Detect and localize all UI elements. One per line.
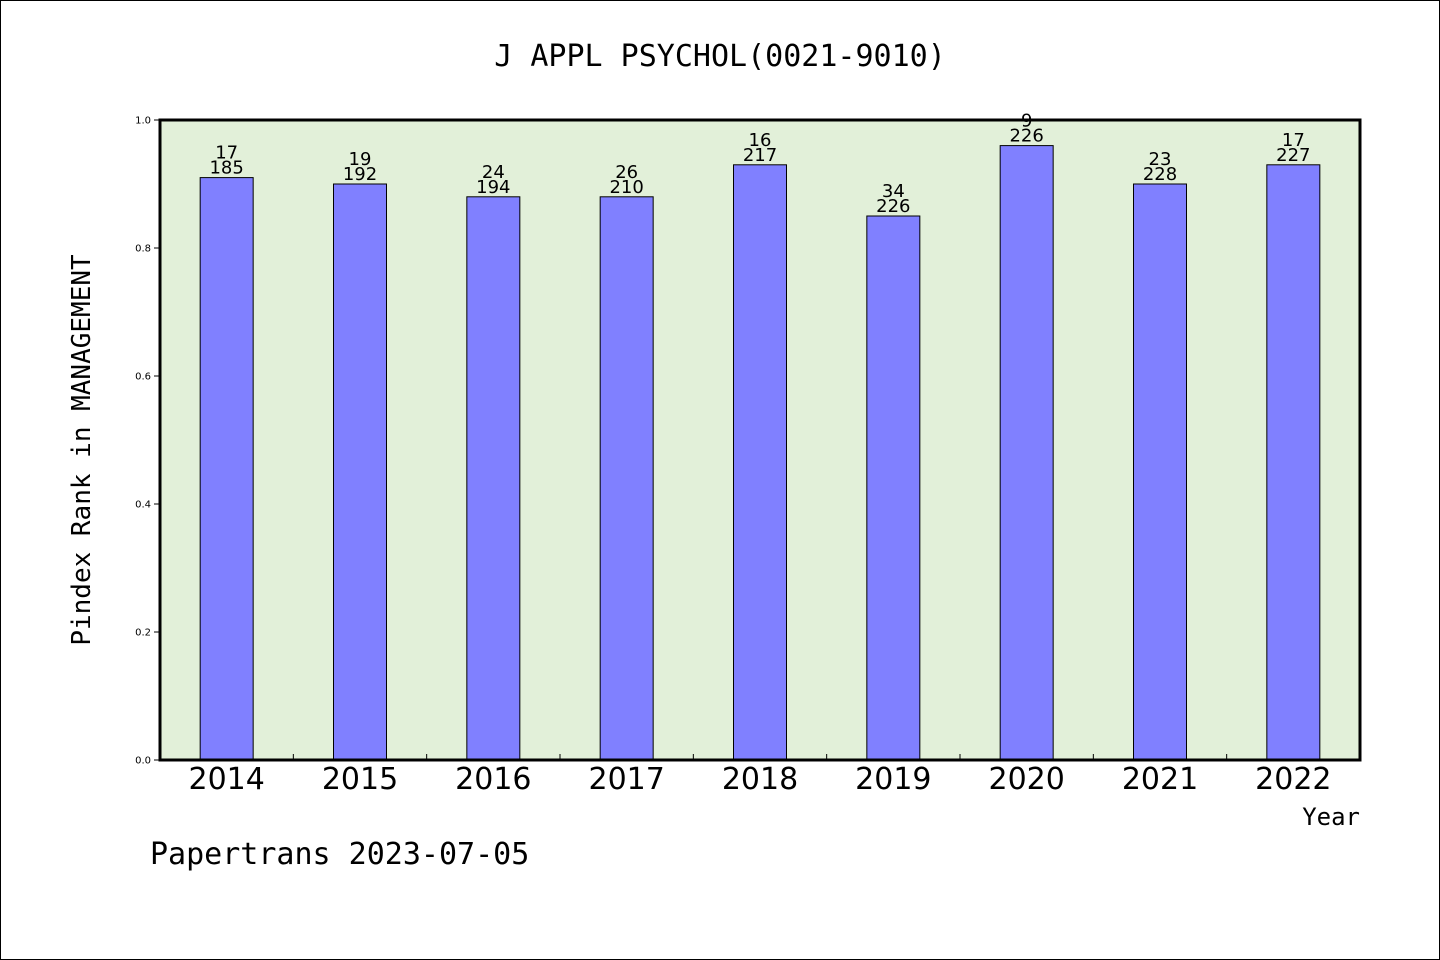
- bar-2018: [733, 164, 787, 761]
- x-tick-label-2021: 2021: [1122, 762, 1198, 797]
- bar-rank-label-2019: 34: [882, 181, 905, 202]
- x-tick-label-2019: 2019: [855, 762, 931, 797]
- x-axis-ticks: 2014 2015 2016 2017 2018 2019 2020 2021 2022: [188, 754, 1332, 797]
- y-tick-label-0.6: 0.6: [135, 372, 151, 383]
- bar-2020: [999, 145, 1054, 761]
- bar-2021: [1133, 183, 1187, 761]
- y-axis-ticks: 0.0 0.2 0.4 0.6 0.8 1.0: [135, 116, 160, 767]
- x-tick-label-2018: 2018: [722, 762, 798, 797]
- bar-total-label-2021: 228: [1143, 164, 1177, 185]
- x-axis-label: Year: [1302, 803, 1360, 831]
- bar-rank-label-2021: 23: [1149, 149, 1172, 170]
- x-tick-label-2022: 2022: [1255, 762, 1331, 797]
- bar-rank-label-2016: 24: [482, 162, 505, 183]
- y-tick-label-0.2: 0.2: [135, 628, 151, 639]
- bar-total-label-2015: 192: [343, 164, 377, 185]
- y-tick-label-1.0: 1.0: [135, 116, 151, 127]
- x-tick-label-2015: 2015: [322, 762, 398, 797]
- bar-rank-label-2022: 17: [1282, 130, 1305, 151]
- bar-2014: [199, 177, 254, 761]
- bar-2019: [866, 215, 921, 761]
- bars-group: [199, 145, 1321, 761]
- plot-border: [158, 118, 1362, 762]
- chart-title: J APPL PSYCHOL(0021-9010): [494, 39, 946, 74]
- x-tick-label-2014: 2014: [188, 762, 264, 797]
- y-axis-label: Pindex Rank in MANAGEMENT: [67, 254, 97, 646]
- bar-total-label-2016: 194: [476, 177, 510, 198]
- x-tick-label-2017: 2017: [588, 762, 664, 797]
- bar-2017: [599, 196, 654, 761]
- bar-total-label-2019: 226: [876, 196, 910, 217]
- y-tick-label-0.4: 0.4: [135, 500, 151, 511]
- bar-rank-label-2014: 17: [215, 143, 238, 164]
- x-tick-label-2016: 2016: [455, 762, 531, 797]
- bar-total-label-2022: 227: [1276, 145, 1310, 166]
- bar-total-label-2017: 210: [609, 177, 643, 198]
- bar-2015: [333, 183, 387, 761]
- bar-rank-label-2017: 26: [615, 162, 638, 183]
- bar-rank-label-2015: 19: [349, 149, 372, 170]
- footer-credit: Papertrans 2023-07-05: [150, 837, 529, 872]
- bar-total-label-2014: 185: [209, 158, 243, 179]
- x-tick-label-2020: 2020: [988, 762, 1064, 797]
- bar-total-label-2020: 226: [1009, 126, 1043, 147]
- bar-rank-label-2018: 16: [749, 130, 772, 151]
- bar-2016: [466, 196, 521, 761]
- y-tick-label-0.8: 0.8: [135, 244, 151, 255]
- bar-2022: [1266, 164, 1321, 761]
- bar-total-label-2018: 217: [743, 145, 777, 166]
- y-tick-label-0.0: 0.0: [135, 756, 151, 767]
